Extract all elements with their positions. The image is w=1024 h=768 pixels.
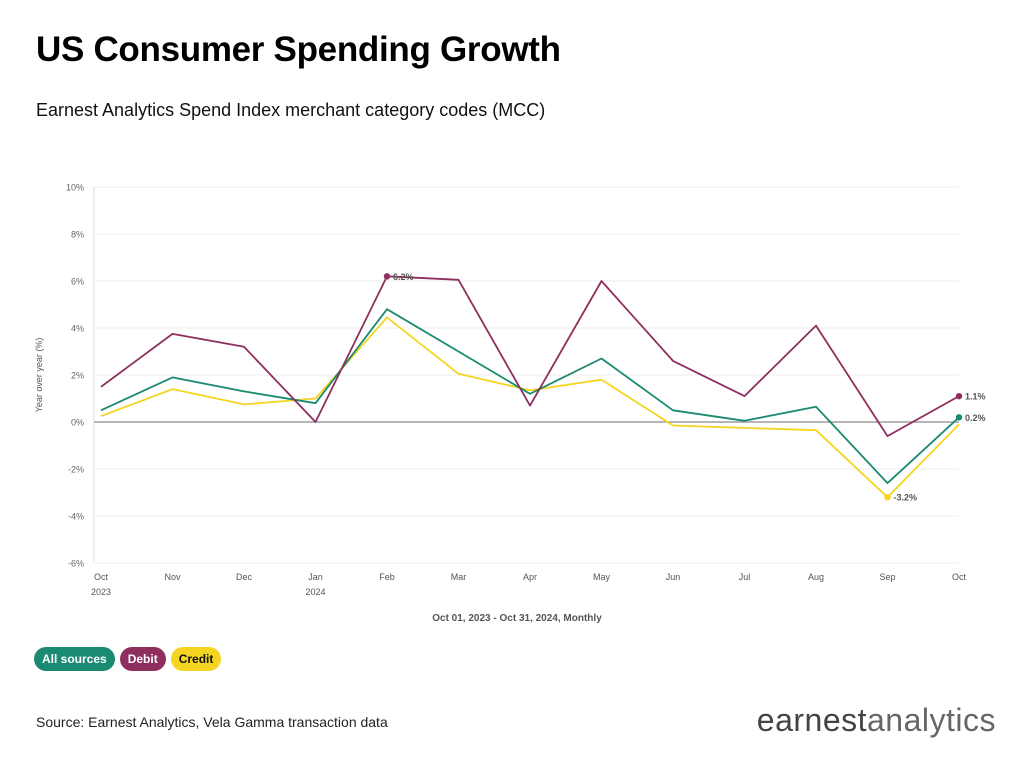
series-line-all-sources [100,308,960,485]
y-tick-label: 8% [71,230,84,240]
chart-title: US Consumer Spending Growth [36,30,561,69]
data-point-marker [955,414,963,421]
data-label: 1.1% [965,392,986,402]
legend-debit[interactable]: Debit [119,647,166,671]
y-axis-label: Year over year (%) [34,338,44,413]
x-tick-sublabel: 2024 [305,587,325,597]
legend-all-sources[interactable]: All sources [34,647,115,671]
x-tick-label: Dec [236,572,253,582]
y-tick-label: -4% [68,512,84,522]
x-tick-label: Aug [808,572,824,582]
data-label: 6.2% [393,272,414,282]
logo-part-1: earnest [756,702,867,738]
x-tick-label: Oct [952,572,967,582]
y-tick-label: 4% [71,324,84,334]
y-tick-label: 0% [71,418,84,428]
x-tick-label: Feb [379,572,395,582]
chart-subtitle: Earnest Analytics Spend Index merchant c… [36,100,546,120]
source-note: Source: Earnest Analytics, Vela Gamma tr… [36,714,388,730]
x-tick-label: May [593,572,611,582]
y-tick-label: 6% [71,277,84,287]
y-tick-label: -6% [68,559,84,569]
x-tick-label: Jan [308,572,323,582]
y-tick-label: 10% [66,183,84,193]
x-tick-label: Jun [666,572,681,582]
x-tick-sublabel: 2023 [91,587,111,597]
data-point-marker [383,273,391,280]
x-tick-label: Sep [879,572,895,582]
x-tick-label: Oct [94,572,109,582]
data-point-marker [884,494,891,501]
legend-credit[interactable]: Credit [170,647,222,671]
y-tick-label: -2% [68,465,84,475]
earnest-analytics-logo: earnestanalytics [757,702,996,739]
logo-part-2: analytics [867,702,996,738]
series-line-debit [100,275,960,438]
data-label: -3.2% [894,493,918,503]
x-tick-label: Jul [739,572,751,582]
y-tick-label: 2% [71,371,84,381]
legend: All sources Debit Credit [34,647,222,671]
x-tick-label: Apr [523,572,537,582]
data-point-marker [955,392,963,400]
series-line-credit [100,316,960,499]
x-axis-label: Oct 01, 2023 - Oct 31, 2024, Monthly [432,613,602,624]
data-label: 0.2% [965,413,986,423]
line-chart: 10% 8% 6% 4% 2% 0% -2% -4% -6% Year over year (%)… [34,183,986,625]
x-tick-label: Nov [164,572,181,582]
x-tick-label: Mar [451,572,467,582]
